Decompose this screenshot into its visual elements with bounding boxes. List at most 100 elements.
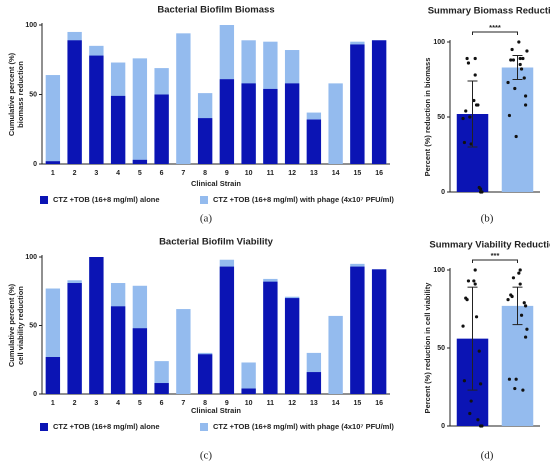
data-point <box>479 382 483 386</box>
data-point <box>472 279 476 283</box>
legend-label: CTZ +TOB (16+8 mg/ml) with phage (4x10⁷ … <box>213 422 394 431</box>
y-axis-label: cell viability reduction <box>16 286 25 365</box>
bar <box>89 55 104 164</box>
legend-swatch <box>200 196 208 204</box>
x-tick-label: 9 <box>225 400 229 407</box>
y-tick-label: 50 <box>29 91 37 98</box>
bar <box>154 94 169 164</box>
bar <box>176 33 191 165</box>
legend-label: CTZ +TOB (16+8 mg/ml) with phage (4x10⁷ … <box>213 195 394 204</box>
bar <box>284 298 300 394</box>
data-point <box>479 424 483 428</box>
data-point <box>473 56 477 61</box>
significance-bracket <box>472 259 518 263</box>
x-tick-label: 1 <box>51 400 55 407</box>
bar <box>241 362 256 394</box>
data-point <box>474 315 479 319</box>
data-point <box>524 335 528 339</box>
x-tick-label: 14 <box>332 400 340 407</box>
y-tick-label: 0 <box>33 391 37 398</box>
x-tick-label: 2 <box>73 170 77 177</box>
data-point <box>511 58 516 62</box>
data-point <box>476 418 480 422</box>
data-point <box>507 377 511 381</box>
data-point <box>477 185 481 190</box>
bar <box>67 40 82 164</box>
x-axis-label: Clinical Strain <box>191 406 241 415</box>
data-point <box>518 282 522 286</box>
x-tick-label: 6 <box>160 400 164 407</box>
x-tick-label: 10 <box>245 400 253 407</box>
bar <box>263 88 278 164</box>
bar <box>219 79 235 164</box>
significance-label: *** <box>491 251 500 260</box>
legend-label: CTZ +TOB (16+8 mg/ml) alone <box>53 422 160 431</box>
y-axis-label: biomass reduction <box>16 61 25 128</box>
bar <box>45 161 61 164</box>
data-point <box>522 301 526 305</box>
bar <box>263 281 278 394</box>
data-point <box>509 293 513 297</box>
x-tick-label: 8 <box>203 170 207 177</box>
data-point <box>506 298 510 302</box>
y-axis-label: Percent (%) reduction in cell viability <box>423 282 432 414</box>
y-tick-label: 50 <box>437 345 445 352</box>
x-tick-label: 16 <box>375 170 383 177</box>
bar <box>110 306 126 394</box>
bar <box>241 83 256 164</box>
chart-title: Summary Viability Reduction <box>429 240 550 251</box>
x-tick-label: 3 <box>94 400 98 407</box>
y-tick-label: 0 <box>441 423 445 430</box>
bar <box>328 315 343 394</box>
x-tick-label: 11 <box>267 400 275 407</box>
data-point <box>464 109 468 113</box>
data-point <box>517 271 521 275</box>
data-point <box>507 113 511 118</box>
y-tick-label: 0 <box>441 189 445 196</box>
y-tick-label: 100 <box>433 267 445 274</box>
data-point <box>468 115 472 119</box>
data-point <box>514 134 518 139</box>
legend-swatch <box>40 196 48 204</box>
bar <box>219 266 235 394</box>
x-tick-label: 10 <box>245 170 253 177</box>
data-point <box>525 49 529 53</box>
panel-label: (a) <box>200 213 213 225</box>
data-point <box>461 324 465 328</box>
x-axis-label: Clinical Strain <box>191 179 241 188</box>
x-tick-label: 5 <box>138 170 142 177</box>
y-tick-label: 100 <box>25 254 37 261</box>
x-tick-label: 16 <box>375 400 383 407</box>
x-tick-label: 13 <box>310 400 318 407</box>
data-point <box>518 62 522 67</box>
data-point <box>517 40 521 44</box>
data-point <box>514 377 518 381</box>
bar <box>154 383 169 394</box>
data-point <box>511 276 516 280</box>
data-point <box>513 386 517 391</box>
data-point <box>524 103 528 107</box>
bar <box>132 328 148 394</box>
x-tick-label: 4 <box>116 170 120 177</box>
data-point <box>465 56 469 61</box>
bar <box>132 58 148 164</box>
bar <box>110 95 126 164</box>
data-point <box>472 98 476 103</box>
data-point <box>462 140 466 145</box>
panel-label: (d) <box>481 450 494 462</box>
chart-title: Bacterial Biofilm Viability <box>159 237 274 248</box>
x-tick-label: 8 <box>203 400 207 407</box>
y-tick-label: 100 <box>433 39 445 46</box>
data-point <box>524 94 528 98</box>
x-tick-label: 14 <box>332 170 340 177</box>
data-point <box>468 411 472 416</box>
y-axis-label: Cumulative percent (%) <box>7 52 16 136</box>
bar <box>501 67 534 192</box>
bar <box>306 119 322 164</box>
y-tick-label: 50 <box>29 322 37 329</box>
data-point <box>477 349 481 353</box>
x-tick-label: 12 <box>288 400 296 407</box>
data-point <box>461 116 465 121</box>
bar <box>328 83 343 164</box>
